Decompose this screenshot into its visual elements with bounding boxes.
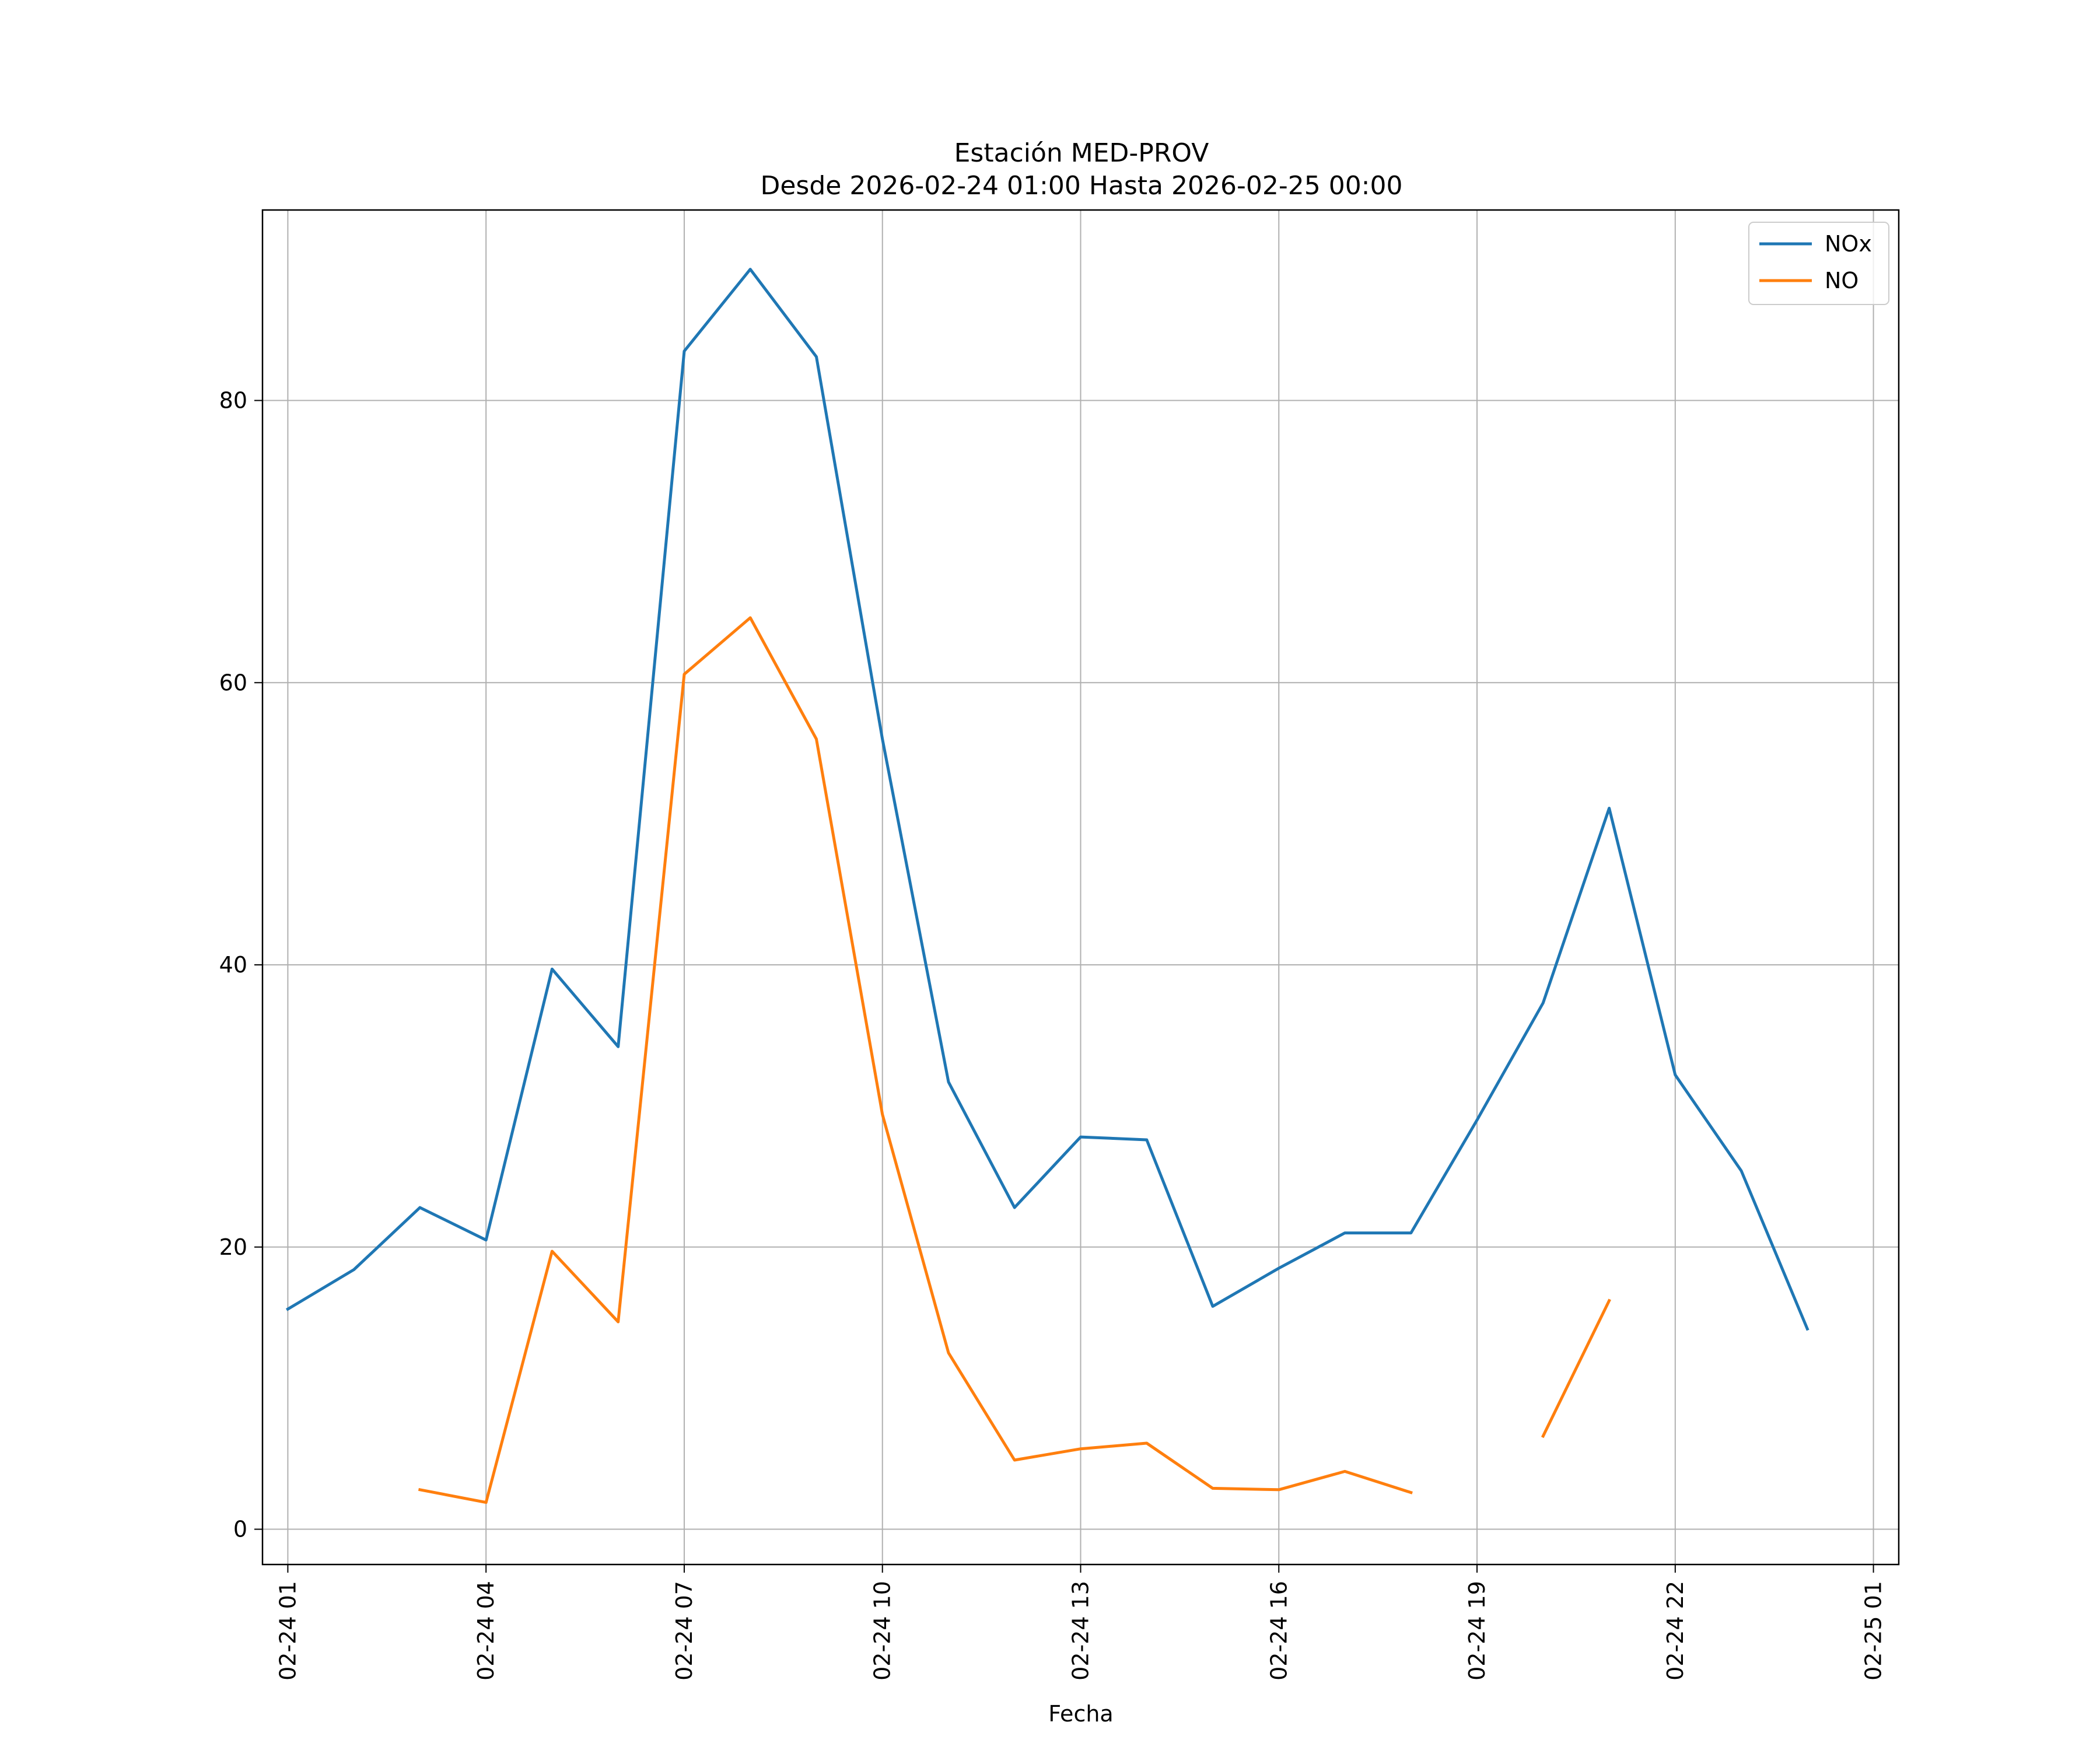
nox-series-line	[285, 268, 1810, 1331]
x-tick-label: 02-24 22	[1662, 1581, 1688, 1681]
x-axis-label: Fecha	[1048, 1701, 1113, 1727]
chart-subtitle: Desde 2026-02-24 01:00 Hasta 2026-02-25 …	[760, 171, 1402, 201]
series-lines	[285, 268, 1810, 1504]
no-series-line	[1541, 1298, 1611, 1438]
legend: NOx NO	[1748, 222, 1889, 305]
legend-label-nox: NOx	[1825, 231, 1872, 257]
x-tick-label: 02-24 13	[1068, 1581, 1094, 1681]
x-tick-label: 02-24 01	[275, 1581, 300, 1681]
x-tick-label: 02-24 16	[1266, 1581, 1292, 1681]
y-tick-label: 60	[219, 670, 247, 695]
y-tick-label: 20	[219, 1234, 247, 1260]
grid	[262, 210, 1899, 1564]
chart-title: Estación MED-PROV	[954, 138, 1209, 168]
legend-label-no: NO	[1825, 268, 1859, 293]
y-tick-label: 80	[219, 388, 247, 414]
x-tick-label: 02-24 07	[671, 1581, 697, 1681]
axes: 02-24 01 02-24 04 02-24 07 02-24 10 02-24 13…	[219, 388, 1887, 1681]
no-series-line	[418, 616, 1413, 1504]
x-tick-label: 02-25 01	[1861, 1581, 1887, 1681]
x-tick-label: 02-24 04	[473, 1581, 499, 1681]
y-tick-label: 0	[233, 1517, 247, 1542]
x-tick-label: 02-24 19	[1464, 1581, 1490, 1681]
y-tick-label: 40	[219, 952, 247, 978]
x-tick-label: 02-24 10	[870, 1581, 895, 1681]
